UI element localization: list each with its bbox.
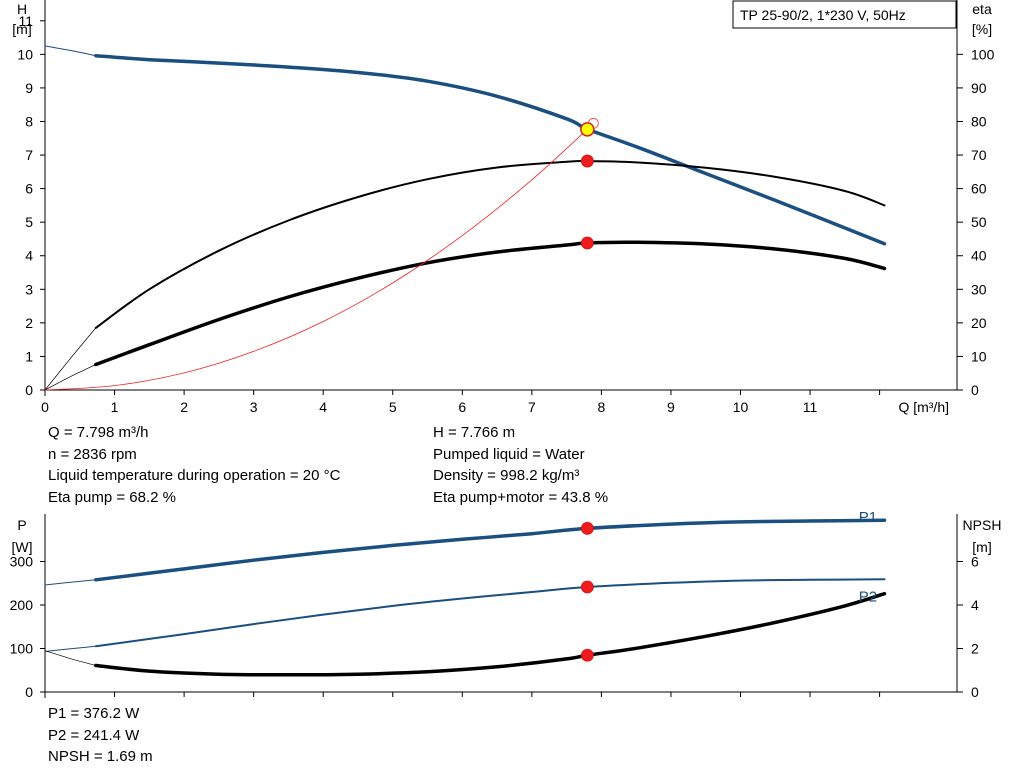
y-left-tick-label: 200 bbox=[10, 597, 34, 613]
y-right-tick-label: 40 bbox=[971, 248, 987, 264]
y-left-tick-label: 100 bbox=[10, 641, 34, 657]
y-right-tick-label: 20 bbox=[971, 315, 987, 331]
eta-pump-motor-readout: Eta pump+motor = 43.8 % bbox=[433, 488, 609, 506]
y-right-tick-label: 80 bbox=[971, 113, 987, 129]
y-right-axis-unit: [%] bbox=[972, 21, 992, 37]
series-line-1-1 bbox=[44, 579, 97, 586]
series-line-0-2 bbox=[94, 159, 886, 329]
x-tick-label: 9 bbox=[667, 399, 675, 415]
series-line-p1 bbox=[94, 518, 887, 582]
series-line-1-3 bbox=[44, 645, 97, 652]
x-tick-label: 10 bbox=[733, 399, 749, 415]
operating-point-marker bbox=[580, 122, 595, 137]
series-line-0-6 bbox=[44, 128, 588, 391]
y-left-tick-label: 0 bbox=[25, 382, 33, 398]
y-right-tick-label: 60 bbox=[971, 181, 987, 197]
eta-pump-readout: Eta pump = 68.2 % bbox=[48, 488, 176, 506]
y-right-axis-label: eta bbox=[972, 1, 992, 17]
x-tick-label: 5 bbox=[389, 399, 397, 415]
density-readout: Density = 998.2 kg/m³ bbox=[433, 467, 580, 484]
y-right-axis-label: NPSH bbox=[963, 517, 1002, 533]
y-right-tick-label: 100 bbox=[971, 46, 995, 62]
duty-point-marker bbox=[580, 580, 594, 594]
info-top-right: H = 7.766 m Pumped liquid = Water Densit… bbox=[433, 422, 608, 508]
series-line-0-4 bbox=[94, 240, 887, 367]
y-left-tick-label: 2 bbox=[25, 315, 33, 331]
y-left-tick-label: 0 bbox=[25, 684, 33, 700]
liquid-temperature-readout: Liquid temperature during operation = 20… bbox=[48, 467, 341, 484]
series-line-0-0 bbox=[94, 53, 887, 246]
x-tick-label: 4 bbox=[319, 399, 327, 415]
y-right-tick-label: 2 bbox=[971, 641, 979, 657]
y-right-tick-label: 6 bbox=[971, 554, 979, 570]
info-top-left: Q = 7.798 m³/h n = 2836 rpm Liquid tempe… bbox=[48, 422, 340, 508]
y-left-tick-label: 6 bbox=[25, 181, 33, 197]
series-label-p1: P1 bbox=[859, 509, 877, 526]
title-box-text: TP 25-90/2, 1*230 V, 50Hz bbox=[740, 7, 906, 23]
x-tick-label: 7 bbox=[528, 399, 536, 415]
series-label-p2: P2 bbox=[859, 588, 877, 605]
x-tick-label: 1 bbox=[111, 399, 119, 415]
x-tick-label: 8 bbox=[598, 399, 606, 415]
series-line-0-3 bbox=[44, 327, 97, 391]
y-right-tick-label: 50 bbox=[971, 214, 987, 230]
y-left-tick-label: 7 bbox=[25, 147, 33, 163]
y-left-tick-label: 1 bbox=[25, 348, 33, 364]
y-left-tick-label: 11 bbox=[18, 13, 33, 29]
x-tick-label: 11 bbox=[803, 399, 818, 415]
x-tick-label: 2 bbox=[180, 399, 188, 415]
duty-point-marker bbox=[580, 648, 594, 662]
y-left-tick-label: 8 bbox=[25, 113, 33, 129]
title-box bbox=[732, 0, 957, 29]
series-line-0-1 bbox=[44, 45, 97, 57]
flow-readout: Q = 7.798 m³/h bbox=[48, 424, 149, 441]
x-tick-label: 6 bbox=[458, 399, 466, 415]
x-axis-label: Q [m³/h] bbox=[898, 399, 949, 415]
info-bottom-left: P1 = 376.2 W P2 = 241.4 W NPSH = 1.69 m bbox=[48, 703, 153, 768]
y-right-tick-label: 30 bbox=[971, 281, 987, 297]
series-line-0-5 bbox=[44, 364, 97, 391]
p2-readout: P2 = 241.4 W bbox=[48, 726, 140, 744]
head-readout: H = 7.766 m bbox=[433, 424, 516, 441]
y-left-tick-label: 3 bbox=[25, 281, 33, 297]
duty-point-marker bbox=[580, 521, 594, 535]
y-right-tick-label: 4 bbox=[971, 597, 979, 613]
y-left-tick-label: 4 bbox=[25, 248, 33, 264]
x-tick-label: 0 bbox=[41, 399, 49, 415]
y-right-tick-label: 0 bbox=[971, 382, 979, 398]
speed-readout: n = 2836 rpm bbox=[48, 445, 137, 463]
y-left-tick-label: 300 bbox=[10, 554, 34, 570]
y-right-tick-label: 90 bbox=[971, 80, 987, 96]
series-line-p2 bbox=[94, 578, 886, 648]
y-left-axis-label: H bbox=[17, 1, 27, 17]
pumped-liquid-readout: Pumped liquid = Water bbox=[433, 445, 585, 463]
y-right-axis-unit: [m] bbox=[972, 539, 991, 555]
x-tick-label: 3 bbox=[250, 399, 258, 415]
y-left-axis-unit: [W] bbox=[12, 539, 33, 555]
series-line-1-4 bbox=[94, 591, 887, 677]
series-line-1-5 bbox=[44, 650, 97, 666]
y-right-tick-label: 0 bbox=[971, 684, 979, 700]
y-right-tick-label: 10 bbox=[971, 348, 987, 364]
duty-point-marker bbox=[580, 154, 594, 168]
y-left-tick-label: 9 bbox=[25, 80, 33, 96]
y-left-tick-label: 5 bbox=[25, 214, 33, 230]
y-left-axis-label: P bbox=[17, 517, 26, 533]
p1-readout: P1 = 376.2 W bbox=[48, 705, 140, 722]
y-left-axis-unit: [m] bbox=[12, 21, 31, 37]
npsh-readout: NPSH = 1.69 m bbox=[48, 748, 153, 765]
duty-point-marker bbox=[580, 236, 594, 250]
y-left-tick-label: 10 bbox=[17, 46, 33, 62]
y-right-tick-label: 70 bbox=[971, 147, 987, 163]
